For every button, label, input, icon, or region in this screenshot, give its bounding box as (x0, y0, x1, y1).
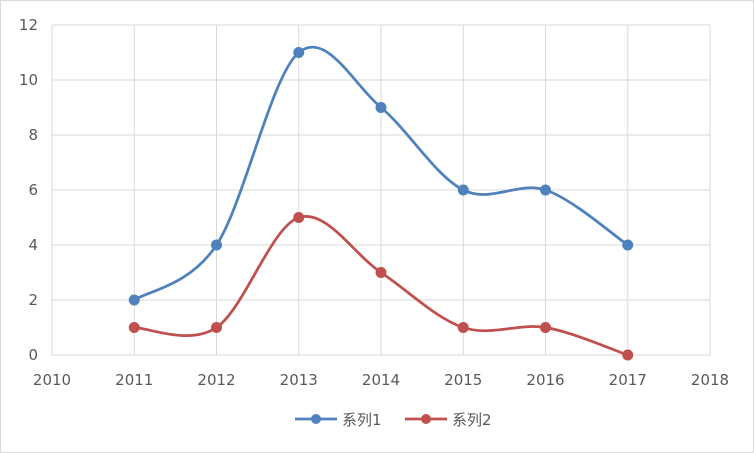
data-point (128, 322, 140, 333)
x-tick-label: 2018 (691, 371, 729, 389)
y-tick-label: 0 (28, 346, 38, 364)
legend-item-2: 系列2 (405, 411, 492, 429)
y-tick-label: 10 (19, 71, 38, 89)
data-point (375, 267, 387, 278)
x-tick-label: 2013 (280, 371, 318, 389)
y-tick-label: 12 (19, 16, 38, 34)
data-point (540, 184, 551, 196)
series-layer (128, 45, 634, 361)
data-point (622, 239, 634, 251)
legend-label: 系列2 (452, 411, 492, 429)
legend-label: 系列1 (342, 411, 382, 429)
y-tick-label: 2 (28, 291, 38, 309)
x-axis-tick-labels: 2010 2011 2012 2013 2014 2015 2016 2017 2018 (33, 371, 729, 389)
data-point (457, 184, 469, 196)
y-axis-tick-labels: 0 2 4 6 8 10 12 (19, 16, 38, 364)
x-tick-label: 2014 (362, 371, 400, 389)
series-2 (128, 212, 634, 361)
y-tick-label: 4 (28, 236, 38, 254)
data-point (457, 322, 469, 333)
x-tick-label: 2017 (609, 371, 647, 389)
x-tick-label: 2010 (33, 371, 71, 389)
gridlines (51, 24, 711, 356)
data-point (211, 322, 222, 333)
legend-item-1: 系列1 (295, 411, 382, 429)
data-point (375, 102, 387, 113)
x-tick-label: 2015 (444, 371, 482, 389)
x-tick-label: 2011 (115, 371, 153, 389)
y-tick-label: 8 (28, 126, 38, 144)
data-point (293, 47, 305, 58)
legend: 系列1 系列2 (295, 411, 492, 429)
data-point (622, 349, 634, 361)
x-tick-label: 2012 (197, 371, 235, 389)
y-tick-label: 6 (28, 181, 38, 199)
legend-marker (421, 414, 431, 424)
data-point (211, 239, 222, 251)
data-point (128, 294, 140, 306)
legend-marker (311, 414, 321, 424)
x-tick-label: 2016 (526, 371, 564, 389)
data-point (540, 322, 551, 333)
data-point (293, 212, 305, 223)
series-1 (128, 45, 634, 306)
